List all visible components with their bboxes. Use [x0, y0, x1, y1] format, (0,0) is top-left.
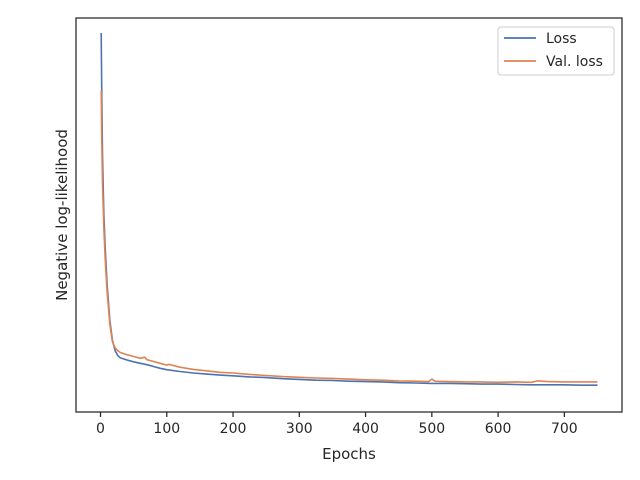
legend: Loss Val. loss: [497, 26, 615, 76]
x-tick-label-0: 0: [96, 421, 105, 437]
x-tick-label-100: 100: [153, 421, 180, 437]
legend-label-val-loss: Val. loss: [546, 54, 603, 70]
legend-label-loss: Loss: [546, 31, 577, 47]
series-lines: [100, 32, 598, 387]
plot-frame: [75, 17, 623, 413]
x-tick-label-500: 500: [418, 421, 445, 437]
y-axis-label: Negative log-likelihood: [53, 129, 71, 301]
x-axis-ticks: 0 100 200 300 400 500 600 700: [96, 412, 578, 437]
x-tick-label-300: 300: [286, 421, 313, 437]
legend-frame: [497, 26, 615, 76]
x-tick-label-200: 200: [220, 421, 247, 437]
series-line-val-loss: [100, 90, 598, 384]
series-line-loss: [100, 32, 598, 387]
x-axis-label: Epochs: [322, 445, 376, 463]
x-tick-label-700: 700: [551, 421, 578, 437]
x-tick-label-600: 600: [485, 421, 512, 437]
x-tick-label-400: 400: [352, 421, 379, 437]
